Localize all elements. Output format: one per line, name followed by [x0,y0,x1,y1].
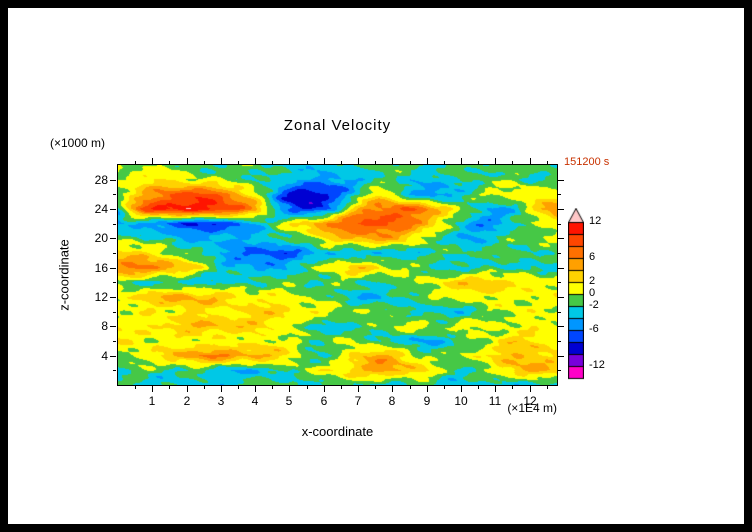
z-axis-label: z-coordinate [56,239,72,311]
colorbar [568,208,584,380]
chart-title: Zonal Velocity [283,117,392,134]
time-annotation: 151200 s [564,156,610,168]
y-axis-unit-label: (×1000 m) [50,136,106,150]
x-axis-unit-label: (×1E4 m) [507,401,557,415]
plot-area [117,164,558,386]
heatmap-canvas [118,165,557,385]
x-axis-label: x-coordinate [301,424,374,439]
